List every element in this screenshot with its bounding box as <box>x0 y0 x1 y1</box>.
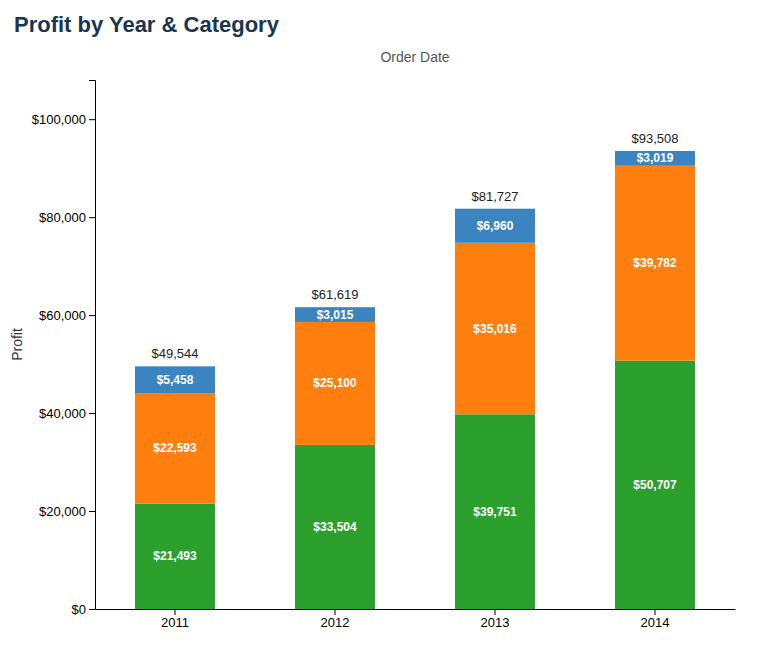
data-label: $3,019 <box>637 151 674 165</box>
data-labels: $21,493 $33,504 $39,751 $50,707 $22,593 $25,1… <box>153 151 677 563</box>
y-tick: $80,000 <box>39 210 95 225</box>
data-label: $6,960 <box>477 219 514 233</box>
total-label: $81,727 <box>472 189 519 204</box>
y-tick: $60,000 <box>39 308 95 323</box>
x-axis: 2011 2012 2013 2014 <box>96 609 736 630</box>
data-label: $33,504 <box>313 520 357 534</box>
y-tick: $20,000 <box>39 504 95 519</box>
x-tick-label: 2011 <box>161 615 189 630</box>
total-label: $93,508 <box>632 131 679 146</box>
bar-segment <box>455 209 535 243</box>
x-tick-label: 2014 <box>641 615 670 630</box>
x-tick-label: 2012 <box>321 615 350 630</box>
y-tick-mark <box>89 119 95 120</box>
y-tick: $100,000 <box>32 112 95 127</box>
y-tick: $0 <box>72 602 95 617</box>
chart-svg: $21,493 $33,504 $39,751 $50,707 $22,593 $25,1… <box>0 0 765 659</box>
y-tick-mark <box>89 511 95 512</box>
bars <box>135 151 695 609</box>
y-tick: $40,000 <box>39 406 95 421</box>
bar-segment <box>615 361 695 609</box>
y-tick-label: $80,000 <box>39 210 86 225</box>
x-tick: 2012 <box>321 609 350 630</box>
chart-container: $21,493 $33,504 $39,751 $50,707 $22,593 $25,1… <box>0 0 765 659</box>
total-label: $61,619 <box>312 287 359 302</box>
total-label: $49,544 <box>152 346 199 361</box>
bar-segment <box>455 243 535 415</box>
y-tick-mark <box>89 217 95 218</box>
data-label: $22,593 <box>153 441 197 455</box>
y-tick-mark <box>89 315 95 316</box>
data-label: $35,016 <box>473 322 517 336</box>
y-tick-label: $0 <box>72 602 86 617</box>
x-tick: 2013 <box>481 609 510 630</box>
y-axis-title: Profit <box>9 328 25 361</box>
x-axis-title: Order Date <box>380 49 449 65</box>
data-label: $39,751 <box>473 505 517 519</box>
chart-title: Profit by Year & Category <box>14 12 280 37</box>
data-label: $3,015 <box>317 308 354 322</box>
data-label: $21,493 <box>153 549 197 563</box>
x-tick-mark <box>495 609 496 615</box>
bar-segment <box>295 322 375 445</box>
bar-segment <box>135 504 215 609</box>
y-axis-line <box>89 81 96 610</box>
y-tick-label: $100,000 <box>32 112 86 127</box>
total-labels: $49,544 $61,619 $81,727 $93,508 <box>152 131 679 361</box>
bar-segment <box>135 393 215 504</box>
bar-segment <box>455 414 535 609</box>
y-tick-label: $40,000 <box>39 406 86 421</box>
x-tick-mark <box>175 609 176 615</box>
data-label: $5,458 <box>157 373 194 387</box>
bar-segment <box>615 151 695 166</box>
y-tick-label: $20,000 <box>39 504 86 519</box>
y-tick-mark <box>89 609 95 610</box>
x-tick-mark <box>335 609 336 615</box>
data-label: $50,707 <box>633 478 677 492</box>
x-tick: 2011 <box>161 609 189 630</box>
x-tick-mark <box>655 609 656 615</box>
y-tick-label: $60,000 <box>39 308 86 323</box>
x-tick: 2014 <box>641 609 670 630</box>
y-axis: $0 $20,000 $40,000 $60,000 $80,000 $100,000 <box>32 81 96 617</box>
bar-segment <box>135 366 215 393</box>
bar-segment <box>295 307 375 322</box>
x-axis-line <box>96 609 736 610</box>
data-label: $39,782 <box>633 256 677 270</box>
x-tick-label: 2013 <box>481 615 510 630</box>
y-tick-mark <box>89 413 95 414</box>
bar-segment <box>615 166 695 361</box>
data-label: $25,100 <box>313 376 357 390</box>
bar-segment <box>295 445 375 609</box>
